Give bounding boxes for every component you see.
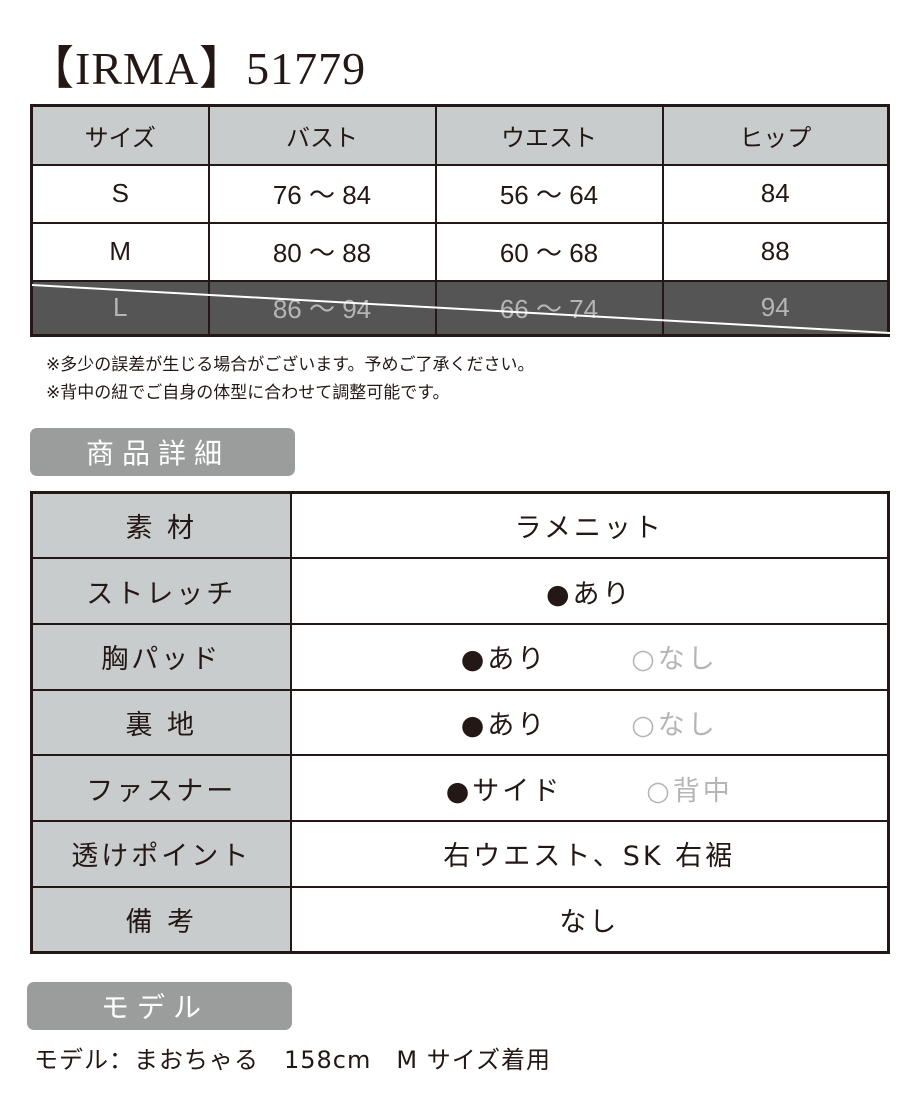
section-heading-model: モデル bbox=[27, 982, 292, 1030]
table-row: S 76 〜 84 56 〜 64 84 bbox=[30, 163, 890, 224]
detail-value: ●あり bbox=[289, 557, 890, 625]
header-bust: バスト bbox=[207, 104, 437, 166]
detail-label: ストレッチ bbox=[30, 557, 292, 625]
detail-options: ●サイド ○背中 bbox=[289, 754, 890, 822]
option-selected: ●あり bbox=[460, 644, 548, 676]
detail-value: なし bbox=[289, 885, 890, 954]
table-row: 胸パッド ●あり ○なし bbox=[30, 622, 890, 691]
table-row: M 80 〜 88 60 〜 68 88 bbox=[30, 221, 890, 282]
option-selected: ●あり bbox=[460, 709, 548, 741]
option-unselected: ○なし bbox=[631, 709, 718, 741]
detail-label: 透けポイント bbox=[30, 819, 292, 888]
size-label: M bbox=[30, 221, 210, 282]
table-row: 備 考なし bbox=[30, 885, 890, 954]
hip-value: 94 bbox=[661, 279, 890, 337]
waist-value: 60 〜 68 bbox=[434, 221, 664, 282]
table-row: 素 材ラメニット bbox=[30, 491, 890, 560]
option-selected: ●サイド bbox=[445, 775, 563, 807]
detail-label: ファスナー bbox=[30, 754, 292, 822]
note-adjust: ※背中の紐でご自身の体型に合わせて調整可能です。 bbox=[46, 383, 450, 403]
note-tolerance: ※多少の誤差が生じる場合がございます。予めご了承ください。 bbox=[46, 355, 535, 375]
detail-options: ●あり ○なし bbox=[289, 622, 890, 691]
option-unselected: ○なし bbox=[631, 644, 718, 676]
table-row: 透けポイント 右ウエスト、SK 右裾 bbox=[30, 819, 890, 888]
detail-label: 裏 地 bbox=[30, 688, 292, 757]
detail-options: ●あり ○なし bbox=[289, 688, 890, 757]
table-row: 裏 地 ●あり ○なし bbox=[30, 688, 890, 757]
size-table: サイズ バスト ウエスト ヒップ S 76 〜 84 56 〜 64 84 M … bbox=[30, 104, 890, 337]
detail-value: 右ウエスト、SK 右裾 bbox=[289, 819, 890, 888]
details-table: 素 材ラメニット ストレッチ ●あり 胸パッド ●あり ○なし 裏 地 ●あり ○なし フ… bbox=[30, 491, 890, 954]
hip-value: 88 bbox=[661, 221, 890, 282]
detail-value: ラメニット bbox=[289, 491, 890, 560]
size-label: S bbox=[30, 163, 210, 224]
product-title: 【IRMA】51779 bbox=[28, 43, 367, 94]
bust-value: 76 〜 84 bbox=[207, 163, 437, 224]
waist-value: 56 〜 64 bbox=[434, 163, 664, 224]
detail-label: 備 考 bbox=[30, 885, 292, 954]
header-size: サイズ bbox=[30, 104, 210, 166]
bust-value: 80 〜 88 bbox=[207, 221, 437, 282]
header-waist: ウエスト bbox=[434, 104, 664, 166]
detail-label: 素 材 bbox=[30, 491, 292, 560]
table-row-sold-out: L 86 〜 94 66 〜 74 94 bbox=[30, 279, 890, 337]
table-row: ストレッチ ●あり bbox=[30, 557, 890, 625]
bust-value: 86 〜 94 bbox=[207, 279, 437, 337]
model-info: モデル：まおちゃる 158cm M サイズ着用 bbox=[34, 1046, 551, 1074]
size-label: L bbox=[30, 279, 210, 337]
table-row: ファスナー ●サイド ○背中 bbox=[30, 754, 890, 822]
section-heading-details: 商品詳細 bbox=[30, 428, 295, 476]
detail-label: 胸パッド bbox=[30, 622, 292, 691]
size-table-header: サイズ バスト ウエスト ヒップ bbox=[30, 104, 890, 166]
waist-value: 66 〜 74 bbox=[434, 279, 664, 337]
option-unselected: ○背中 bbox=[646, 775, 733, 807]
header-hip: ヒップ bbox=[661, 104, 890, 166]
hip-value: 84 bbox=[661, 163, 890, 224]
